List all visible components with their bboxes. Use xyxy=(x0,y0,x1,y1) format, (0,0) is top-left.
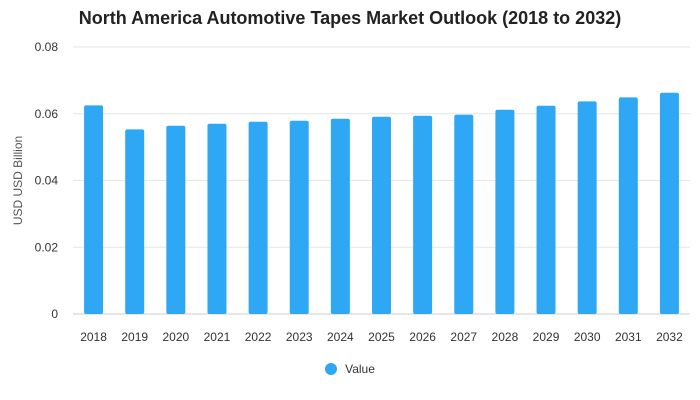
x-tick-label: 2026 xyxy=(409,330,436,344)
bar-2030[interactable] xyxy=(577,101,597,315)
bar-2032[interactable] xyxy=(659,92,679,314)
legend-item-value[interactable]: Value xyxy=(325,362,375,376)
bar-2023[interactable] xyxy=(289,120,309,314)
bar-2031[interactable] xyxy=(618,97,638,315)
legend-label: Value xyxy=(345,362,375,376)
x-tick-label: 2024 xyxy=(327,330,354,344)
bar-2025[interactable] xyxy=(372,116,391,314)
x-axis-ticks: 2018 2019 2020 2021 2022 2023 2024 2025 2026 2027… xyxy=(80,330,683,344)
bar-2019[interactable] xyxy=(125,129,145,314)
x-tick-label: 2032 xyxy=(656,330,683,344)
x-tick-label: 2022 xyxy=(245,330,272,344)
y-tick-label: 0.04 xyxy=(35,174,59,188)
bars xyxy=(84,92,679,315)
y-tick-label: 0.06 xyxy=(35,107,59,121)
y-axis-ticks: 0 0.02 0.04 0.06 0.08 xyxy=(35,40,59,321)
y-tick-label: 0.02 xyxy=(35,240,59,254)
bar-2022[interactable] xyxy=(248,121,268,314)
x-tick-label: 2029 xyxy=(533,330,560,344)
x-tick-label: 2028 xyxy=(492,330,519,344)
legend: Value xyxy=(0,362,700,378)
x-tick-label: 2023 xyxy=(286,330,313,344)
bar-2028[interactable] xyxy=(495,109,515,315)
x-tick-label: 2018 xyxy=(80,330,107,344)
x-tick-label: 2025 xyxy=(368,330,395,344)
y-tick-label: 0 xyxy=(51,307,58,321)
x-tick-label: 2027 xyxy=(450,330,477,344)
bar-2026[interactable] xyxy=(413,115,433,314)
x-tick-label: 2021 xyxy=(204,330,231,344)
y-axis-title: USD USD Billion xyxy=(11,136,25,225)
legend-swatch xyxy=(325,363,338,375)
bar-2018[interactable] xyxy=(84,105,104,314)
bar-2027[interactable] xyxy=(454,114,474,314)
bar-2020[interactable] xyxy=(166,125,186,314)
chart-title: North America Automotive Tapes Market Ou… xyxy=(78,8,622,28)
x-tick-label: 2030 xyxy=(574,330,601,344)
y-tick-label: 0.08 xyxy=(35,40,59,54)
bar-2029[interactable] xyxy=(536,105,556,315)
x-tick-label: 2031 xyxy=(615,330,642,344)
bar-2021[interactable] xyxy=(207,123,227,314)
x-tick-label: 2019 xyxy=(121,330,148,344)
x-tick-label: 2020 xyxy=(162,330,189,344)
bar-2024[interactable] xyxy=(330,118,350,314)
